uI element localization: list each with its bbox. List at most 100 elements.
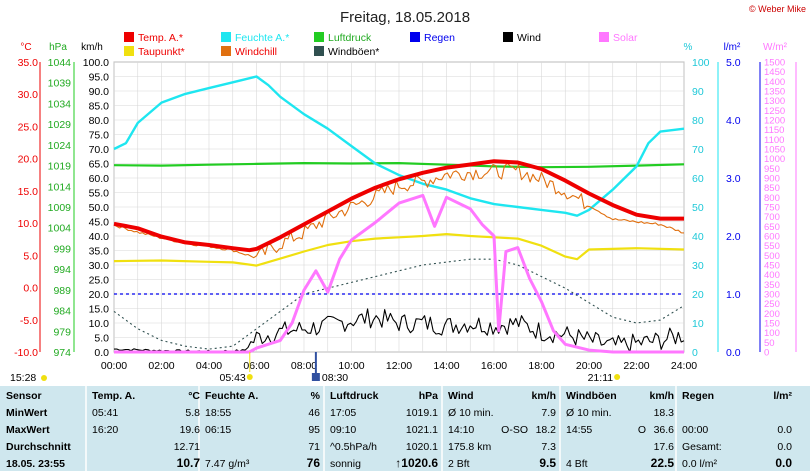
- tick-wm2: 1000: [764, 154, 785, 165]
- tick-time: 20:00: [576, 360, 602, 372]
- tick-kmh: 55.0: [89, 188, 110, 200]
- header-unit: km/h: [649, 390, 674, 402]
- marker-time: 08:30: [322, 372, 348, 384]
- tick-wm2: 1350: [764, 87, 785, 98]
- cell-value: 10.7: [177, 456, 201, 470]
- tick-wm2: 600: [764, 232, 780, 243]
- header-col: Wind: [448, 390, 474, 402]
- cell-value: 9.5: [539, 456, 556, 470]
- legend-label: Windböen*: [328, 46, 379, 58]
- cell-direction: O-SO: [501, 424, 528, 436]
- tick-hpa: 1004: [48, 223, 72, 235]
- cell-value: 71: [308, 441, 320, 453]
- cell-time: 17:05: [330, 407, 356, 419]
- tick-pct: 90: [692, 86, 704, 98]
- tick-kmh: 90.0: [89, 86, 110, 98]
- cell-value: 95: [308, 424, 320, 436]
- tick-temp: 5.0: [23, 250, 38, 262]
- cell-value: ↑1020.6: [395, 456, 438, 470]
- tick-wm2: 1300: [764, 96, 785, 107]
- legend-label: Windchill: [235, 46, 277, 58]
- tick-wm2: 1100: [764, 135, 784, 146]
- tick-time: 10:00: [338, 360, 364, 372]
- tick-hpa: 1024: [48, 140, 72, 152]
- legend-swatch: [599, 32, 609, 42]
- tick-lm2: 0.0: [726, 347, 741, 359]
- tick-temp: 10.0: [18, 218, 39, 230]
- header-sensor: Sensor: [6, 390, 42, 402]
- legend-label: Luftdruck: [328, 32, 372, 44]
- tick-wm2: 650: [764, 222, 780, 233]
- tick-wm2: 500: [764, 251, 780, 262]
- sun-times: 15:28 05:43 08:30 21:11: [10, 352, 621, 384]
- tick-temp: 35.0: [18, 57, 39, 69]
- tick-hpa: 1044: [48, 57, 72, 69]
- unit-hpa: hPa: [49, 42, 67, 53]
- legend-swatch: [124, 32, 134, 42]
- header-col: Regen: [682, 390, 714, 402]
- tick-hpa: 1029: [48, 119, 72, 131]
- cell-value: 12.71: [174, 441, 200, 453]
- cell-time: Ø 10 min.: [448, 407, 494, 419]
- header-col: Temp. A.: [92, 390, 135, 402]
- tick-kmh: 40.0: [89, 231, 110, 243]
- cell-time: ^0.5hPa/h: [330, 441, 377, 453]
- legend: Temp. A.* Feuchte A.* Luftdruck Regen Wind So…: [124, 32, 638, 58]
- tick-wm2: 1400: [764, 77, 785, 88]
- tick-pct: 0: [692, 347, 698, 359]
- tick-kmh: 45.0: [89, 217, 110, 229]
- tick-kmh: 85.0: [89, 101, 110, 113]
- cell-time: 14:10: [448, 424, 474, 436]
- tick-wm2: 750: [764, 203, 780, 214]
- series-luftdruck: [113, 162, 685, 169]
- tick-time: 22:00: [623, 360, 649, 372]
- stats-table: Sensor Temp. A. °C Feuchte A.% Luftdruck hPa W…: [0, 386, 810, 471]
- row-label: 18.05. 23:55: [6, 458, 65, 470]
- cell-value: 0.0: [777, 424, 792, 436]
- tick-hpa: 984: [53, 306, 71, 318]
- tick-wm2: 950: [764, 164, 780, 175]
- tick-kmh: 20.0: [89, 289, 110, 301]
- tick-temp: 25.0: [18, 121, 39, 133]
- cell-value: 17.6: [654, 441, 675, 453]
- cell-value: 7.3: [541, 441, 556, 453]
- tick-wm2: 400: [764, 270, 780, 281]
- tick-lm2: 4.0: [726, 115, 741, 127]
- cell-value: 76: [307, 456, 321, 470]
- cell-value: 0.0: [777, 441, 792, 453]
- row-label: MinWert: [6, 407, 48, 419]
- tick-kmh: 30.0: [89, 260, 110, 272]
- tick-kmh: 50.0: [89, 202, 110, 214]
- tick-kmh: 100.0: [83, 57, 109, 69]
- tick-wm2: 1450: [764, 67, 785, 78]
- tick-kmh: 65.0: [89, 159, 110, 171]
- tick-kmh: 25.0: [89, 275, 110, 287]
- tick-time: 08:00: [291, 360, 317, 372]
- legend-label: Temp. A.*: [138, 32, 183, 44]
- unit-wm2: W/m²: [763, 42, 788, 53]
- tick-hpa: 999: [53, 243, 71, 255]
- sunset-icon: [614, 374, 621, 380]
- cell-time: 0.0 l/m²: [682, 458, 718, 470]
- cell-time: 14:55: [566, 424, 592, 436]
- cell-value: 5.8: [185, 407, 200, 419]
- cell-time: 2 Bft: [448, 458, 470, 470]
- tick-temp: 15.0: [18, 186, 39, 198]
- tick-kmh: 60.0: [89, 173, 110, 185]
- tick-hpa: 1009: [48, 202, 72, 214]
- tick-pct: 50: [692, 202, 704, 214]
- chart-title: Freitag, 18.05.2018: [340, 9, 470, 26]
- cell-time: 18:55: [205, 407, 231, 419]
- plot-area: [113, 75, 685, 354]
- tick-wm2: 1500: [764, 58, 785, 69]
- cell-time: Gesamt:: [682, 441, 722, 453]
- cell-value: 36.6: [654, 424, 675, 436]
- row-label: MaxWert: [6, 424, 50, 436]
- tick-wm2: 50: [764, 338, 775, 349]
- tick-hpa: 989: [53, 285, 71, 297]
- tick-lm2: 2.0: [726, 231, 741, 243]
- tick-time: 06:00: [243, 360, 269, 372]
- tick-kmh: 80.0: [89, 115, 110, 127]
- legend-label: Solar: [613, 32, 638, 44]
